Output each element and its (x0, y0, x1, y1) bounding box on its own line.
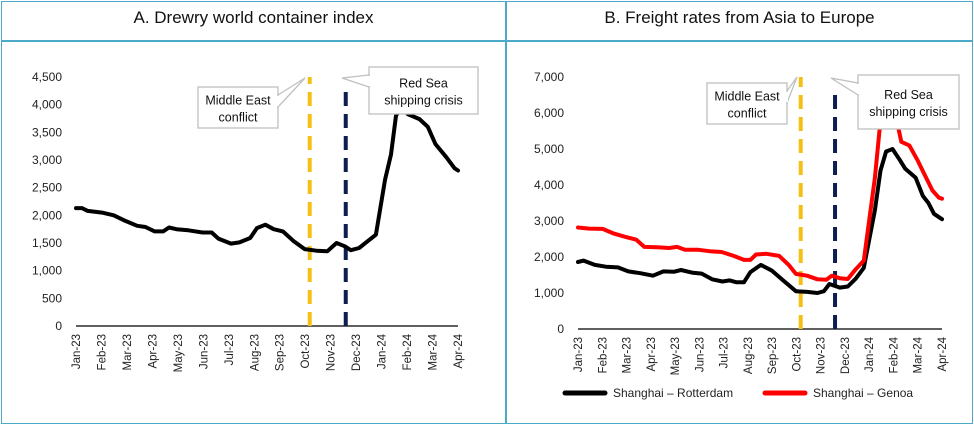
x-tick-label: Jan-23 (71, 334, 83, 369)
x-tick-label: Nov-23 (816, 337, 828, 374)
x-tick-label: Feb-24 (888, 336, 900, 373)
red-sea-crisis-label: Red Sea shipping crisis (869, 88, 948, 119)
x-tick-label: Dec-23 (351, 334, 363, 371)
callout-box (197, 86, 279, 129)
callout-box (857, 74, 960, 130)
x-tick-label: Jul-23 (719, 337, 731, 368)
x-tick-label: Dec-23 (840, 337, 852, 374)
x-tick-label: Mar-23 (122, 334, 134, 370)
y-tick-label: 0 (55, 319, 62, 333)
x-tick-label: Aug-23 (249, 334, 261, 371)
callout-pointer (830, 77, 859, 97)
y-tick-label: 4,000 (32, 98, 62, 112)
y-tick-label: 0 (557, 322, 564, 336)
x-tick-label: Aug-23 (743, 337, 755, 374)
panel-divider (505, 1, 507, 424)
x-tick-label: Jun-23 (198, 334, 210, 369)
header-divider (1, 40, 973, 42)
y-tick-label: 2,000 (534, 250, 564, 264)
x-tick-label: Feb-24 (402, 333, 414, 370)
y-tick-label: 3,000 (534, 214, 564, 228)
x-tick-label: Jul-23 (224, 334, 236, 365)
callout-text-line: conflict (728, 107, 767, 121)
x-tick-label: Feb-23 (597, 337, 609, 373)
x-tick-label: Apr-24 (453, 333, 465, 368)
x-tick-label: May-23 (173, 334, 185, 372)
x-tick-label: Jan-23 (573, 337, 585, 372)
x-tick-label: Jan-24 (377, 333, 389, 369)
chart-a: 0 500 1,000 1,500 2,000 2,500 3,000 3,500 4,000 4… (32, 66, 479, 372)
callout-text-line: Red Sea (884, 88, 933, 102)
x-tick-label: Sep-23 (767, 337, 779, 374)
y-tick-label: 2,500 (32, 181, 62, 195)
callout-box (368, 66, 479, 115)
y-tick-label: 1,000 (32, 264, 62, 278)
x-tick-label: Apr-23 (646, 337, 658, 372)
series-line-shanghai-rotterdam (576, 147, 944, 295)
callout-text-line: Red Sea (399, 77, 448, 91)
panel-a-title: A. Drewry world container index (133, 8, 374, 27)
legend-label: Shanghai – Genoa (813, 386, 913, 400)
x-tick-label: Nov-23 (326, 334, 338, 371)
y-tick-label: 6,000 (534, 106, 564, 120)
red-sea-crisis-label: Red Sea shipping crisis (384, 77, 463, 108)
x-tick-label: Mar-24 (913, 336, 925, 373)
callout-text-line: Middle East (205, 94, 271, 108)
y-tick-label: 500 (42, 291, 62, 305)
callout-pointer (341, 74, 370, 88)
callout-text-line: shipping crisis (384, 94, 463, 108)
y-tick-label: 1,500 (32, 236, 62, 250)
y-tick-label: 7,000 (534, 70, 564, 84)
x-tick-label: Apr-23 (147, 334, 159, 369)
y-tick-label: 3,500 (32, 125, 62, 139)
middle-east-conflict-label: Middle East conflict (714, 90, 780, 121)
callout-text-line: conflict (219, 111, 258, 125)
x-tick-label: Mar-24 (428, 333, 440, 370)
x-tick-label: Oct-23 (791, 337, 803, 372)
callout-text-line: Middle East (714, 90, 780, 104)
y-tick-label: 5,000 (534, 142, 564, 156)
x-tick-label: Jan-24 (864, 336, 876, 372)
x-tick-label: Feb-23 (96, 334, 108, 370)
middle-east-conflict-label: Middle East conflict (205, 94, 271, 125)
y-tick-label: 2,000 (32, 208, 62, 222)
y-tick-label: 4,500 (32, 70, 62, 84)
callout-box (706, 82, 788, 125)
x-tick-label: Mar-23 (622, 337, 634, 373)
y-tick-label: 3,000 (32, 153, 62, 167)
x-tick-label: Sep-23 (275, 334, 287, 371)
callout-text-line: shipping crisis (869, 105, 948, 119)
x-tick-label: Oct-23 (300, 334, 312, 369)
callout-pointer (786, 76, 798, 104)
panel-b-title: B. Freight rates from Asia to Europe (604, 8, 875, 27)
x-tick-label: May-23 (670, 337, 682, 375)
callout-pointer (277, 77, 306, 109)
y-tick-label: 4,000 (534, 178, 564, 192)
x-tick-label: Apr-24 (937, 336, 949, 371)
chart-b: 0 1,000 2,000 3,000 4,000 5,000 6,000 7,000 Jan-… (534, 70, 960, 400)
legend-label: Shanghai – Rotterdam (613, 386, 733, 400)
y-tick-label: 1,000 (534, 286, 564, 300)
x-tick-label: Jun-23 (694, 337, 706, 372)
